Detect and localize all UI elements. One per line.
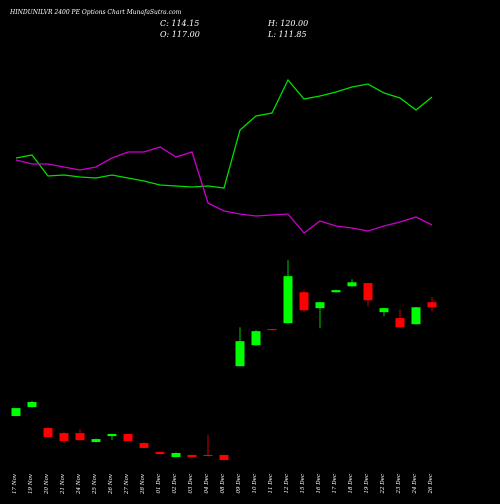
candle-body bbox=[235, 341, 245, 367]
candle-body bbox=[171, 453, 181, 458]
candle-body bbox=[379, 308, 389, 313]
candle-body bbox=[363, 283, 373, 301]
candle-body bbox=[331, 290, 341, 293]
candle-body bbox=[123, 433, 133, 441]
x-tick-label: 23 Dec bbox=[396, 474, 402, 495]
open-label: O: 117.00 bbox=[160, 30, 200, 39]
x-tick-label: 09 Dec bbox=[236, 474, 242, 494]
high-label: H: 120.00 bbox=[267, 19, 308, 28]
x-tick-label: 22 Dec bbox=[380, 474, 386, 495]
price-line bbox=[15, 146, 433, 234]
chart-title: HINDUNILVR 2400 PE Options Chart MunafaS… bbox=[9, 9, 182, 16]
low-label: L: 111.85 bbox=[267, 30, 307, 39]
x-tick-label: 17 Dec bbox=[332, 474, 338, 494]
x-tick-label: 24 Dec bbox=[412, 474, 418, 495]
price-line bbox=[15, 78, 433, 189]
x-tick-label: 19 Dec bbox=[364, 474, 370, 494]
x-tick-label: 27 Nov bbox=[124, 473, 130, 495]
x-tick-label: 18 Dec bbox=[348, 474, 354, 494]
candle-body bbox=[139, 443, 149, 448]
candle-body bbox=[43, 428, 53, 437]
x-tick-label: 12 Dec bbox=[284, 474, 290, 494]
x-tick-label: 15 Dec bbox=[300, 474, 306, 494]
x-tick-label: 28 Nov bbox=[140, 473, 146, 495]
candle-body bbox=[203, 454, 213, 457]
candle-body bbox=[395, 318, 405, 328]
candle-body bbox=[315, 302, 325, 309]
x-tick-label: 11 Dec bbox=[268, 474, 274, 494]
candle-body bbox=[299, 292, 309, 311]
x-tick-label: 19 Nov bbox=[28, 473, 34, 494]
candle-body bbox=[427, 302, 437, 308]
candle-body bbox=[267, 329, 277, 331]
x-tick-label: 10 Dec bbox=[252, 474, 258, 494]
candle-body bbox=[91, 439, 101, 443]
x-tick-label: 24 Nov bbox=[76, 473, 82, 495]
x-tick-label: 25 Nov bbox=[92, 473, 98, 495]
close-label: C: 114.15 bbox=[160, 19, 199, 28]
x-tick-label: 02 Dec bbox=[172, 474, 178, 494]
candle-body bbox=[411, 307, 421, 325]
x-tick-label: 04 Dec bbox=[204, 474, 210, 494]
candle-body bbox=[155, 451, 165, 455]
x-tick-label: 20 Nov bbox=[44, 473, 50, 495]
candle-body bbox=[75, 433, 85, 441]
x-tick-label: 26 Nov bbox=[108, 473, 114, 495]
candle-body bbox=[107, 433, 117, 437]
x-tick-label: 26 Dec bbox=[428, 474, 434, 495]
candle-body bbox=[251, 331, 261, 346]
candle-body bbox=[347, 282, 357, 287]
candle-body bbox=[59, 433, 69, 441]
candle-body bbox=[27, 402, 37, 408]
x-tick-label: 03 Dec bbox=[188, 474, 194, 494]
x-tick-label: 01 Dec bbox=[156, 474, 162, 494]
candle-body bbox=[11, 408, 21, 416]
x-tick-label: 21 Nov bbox=[60, 473, 66, 495]
candle-body bbox=[219, 454, 229, 461]
x-tick-label: 16 Dec bbox=[316, 474, 322, 494]
candle-body bbox=[283, 276, 293, 324]
candle-body bbox=[187, 454, 197, 458]
x-tick-label: 08 Dec bbox=[220, 474, 226, 494]
x-tick-label: 17 Nov bbox=[12, 473, 18, 494]
